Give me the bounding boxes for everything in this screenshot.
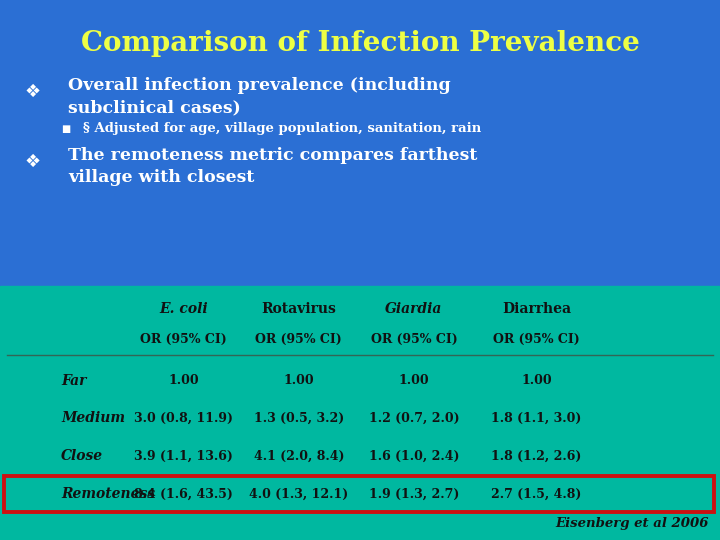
Text: 8.4 (1.6, 43.5): 8.4 (1.6, 43.5) xyxy=(134,488,233,501)
Text: 3.0 (0.8, 11.9): 3.0 (0.8, 11.9) xyxy=(134,412,233,425)
Text: 1.8 (1.2, 2.6): 1.8 (1.2, 2.6) xyxy=(491,450,582,463)
Text: 1.8 (1.1, 3.0): 1.8 (1.1, 3.0) xyxy=(491,412,582,425)
Text: 3.9 (1.1, 13.6): 3.9 (1.1, 13.6) xyxy=(134,450,233,463)
Text: 1.6 (1.0, 2.4): 1.6 (1.0, 2.4) xyxy=(369,450,459,463)
Text: ❖: ❖ xyxy=(24,153,40,171)
Text: ■: ■ xyxy=(61,124,71,133)
Text: Comparison of Infection Prevalence: Comparison of Infection Prevalence xyxy=(81,30,639,57)
Text: Giardia: Giardia xyxy=(385,302,443,316)
Text: ❖: ❖ xyxy=(24,83,40,101)
Text: Far: Far xyxy=(61,374,86,388)
Text: Remoteness: Remoteness xyxy=(61,487,156,501)
Text: Close: Close xyxy=(61,449,104,463)
Text: village with closest: village with closest xyxy=(68,169,255,186)
Text: subclinical cases): subclinical cases) xyxy=(68,99,241,117)
Text: Rotavirus: Rotavirus xyxy=(261,302,336,316)
Text: E. coli: E. coli xyxy=(159,302,208,316)
Text: 1.2 (0.7, 2.0): 1.2 (0.7, 2.0) xyxy=(369,412,459,425)
Text: The remoteness metric compares farthest: The remoteness metric compares farthest xyxy=(68,147,478,164)
Text: OR (95% CI): OR (95% CI) xyxy=(256,333,342,346)
Text: § Adjusted for age, village population, sanitation, rain: § Adjusted for age, village population, … xyxy=(83,122,481,135)
Text: OR (95% CI): OR (95% CI) xyxy=(371,333,457,346)
Text: Eisenberg et al 2006: Eisenberg et al 2006 xyxy=(556,517,709,530)
Text: 1.00: 1.00 xyxy=(168,374,199,387)
Text: Overall infection prevalence (including: Overall infection prevalence (including xyxy=(68,77,451,94)
Bar xyxy=(0,286,720,540)
Text: 4.0 (1.3, 12.1): 4.0 (1.3, 12.1) xyxy=(249,488,348,501)
Text: OR (95% CI): OR (95% CI) xyxy=(140,333,227,346)
Text: 4.1 (2.0, 8.4): 4.1 (2.0, 8.4) xyxy=(253,450,344,463)
Text: 1.00: 1.00 xyxy=(521,374,552,387)
Bar xyxy=(0,0,720,286)
Text: Medium: Medium xyxy=(61,411,125,426)
Text: 1.00: 1.00 xyxy=(399,374,429,387)
Text: OR (95% CI): OR (95% CI) xyxy=(493,333,580,346)
Text: 1.3 (0.5, 3.2): 1.3 (0.5, 3.2) xyxy=(253,412,344,425)
Text: 2.7 (1.5, 4.8): 2.7 (1.5, 4.8) xyxy=(491,488,582,501)
Text: 1.9 (1.3, 2.7): 1.9 (1.3, 2.7) xyxy=(369,488,459,501)
Text: 1.00: 1.00 xyxy=(284,374,314,387)
Text: Diarrhea: Diarrhea xyxy=(502,302,571,316)
